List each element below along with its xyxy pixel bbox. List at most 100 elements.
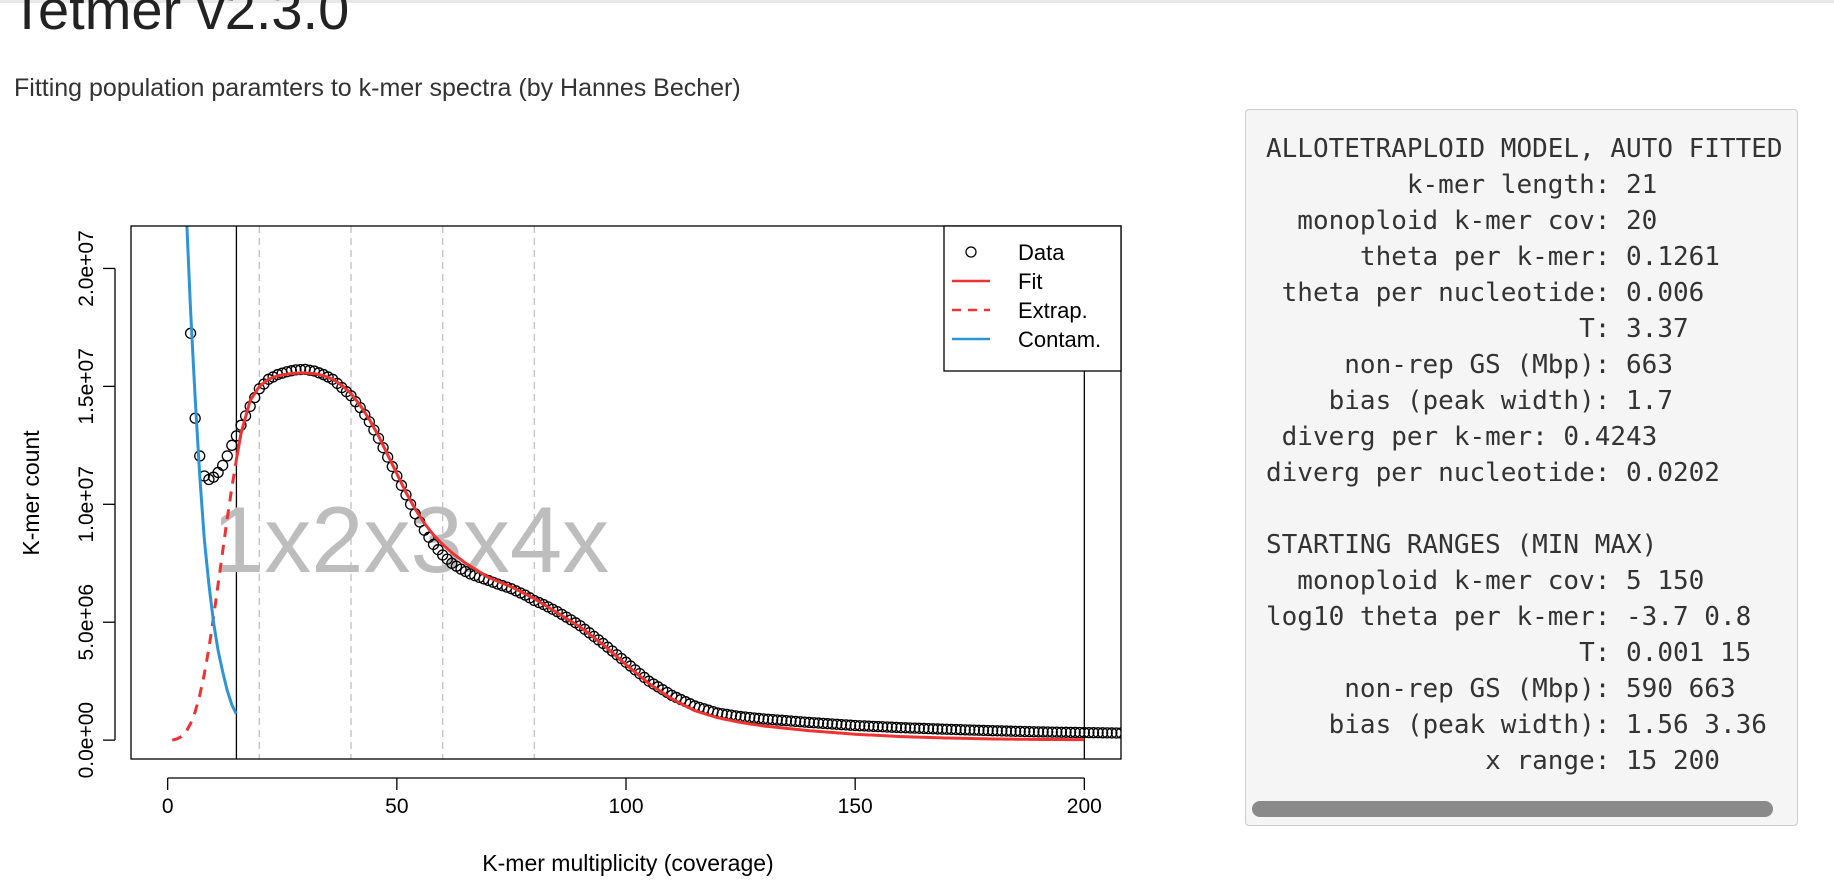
plot-svg: 1x2x3x4x 0 50 100 150 200 0.0e+00 5.0e+06 1.0e+… (18, 225, 1122, 876)
app-title: Tetmer v2.3.0 (10, 0, 350, 41)
data-point (922, 722, 935, 735)
data-point (226, 439, 238, 451)
data-point (822, 718, 834, 730)
data-point (221, 450, 233, 462)
data-point (1009, 725, 1022, 737)
data-point (968, 724, 980, 736)
data-point (812, 717, 825, 729)
data-point (826, 718, 838, 730)
data-point (1000, 725, 1013, 737)
data-point (1083, 726, 1095, 739)
data-point (753, 712, 765, 725)
data-point (294, 363, 307, 376)
ploidy-overlay-label: 1x2x3x4x (212, 487, 609, 592)
data-point (1087, 727, 1100, 739)
scrollbar-thumb[interactable] (1252, 801, 1773, 817)
y-axis-label: K-mer count (18, 430, 44, 556)
data-point (854, 720, 866, 732)
data-point (941, 723, 953, 735)
app-subtitle: Fitting population paramters to k-mer sp… (14, 74, 741, 102)
data-point (1055, 726, 1068, 738)
x-tick-label: 50 (385, 795, 408, 818)
data-point (789, 715, 802, 728)
y-tick-label: 2.0e+07 (75, 230, 98, 307)
legend-box (943, 225, 1122, 372)
data-point (1064, 726, 1077, 739)
data-point (776, 714, 788, 726)
legend: Data Fit Extrap. Contam. (943, 225, 1122, 372)
plot-series (171, 226, 1121, 742)
data-point (996, 725, 1008, 737)
data-point (858, 720, 870, 732)
data-point (895, 721, 907, 734)
data-point (1019, 725, 1031, 738)
data-point (977, 724, 990, 737)
data-point (762, 713, 774, 725)
data-point (803, 716, 815, 729)
data-point (886, 721, 898, 733)
data-point (973, 724, 985, 736)
data-point (1106, 727, 1118, 739)
model-output-panel[interactable]: ALLOTETRAPLOID MODEL, AUTO FITTED k-mer … (1245, 109, 1798, 826)
y-tick-label: 1.0e+07 (75, 466, 98, 542)
plot-frame (130, 225, 1122, 760)
data-point (817, 717, 829, 730)
data-point (290, 364, 302, 376)
data-point (872, 720, 884, 733)
data-point (890, 721, 903, 734)
data-point (899, 722, 912, 734)
data-point (767, 713, 779, 726)
data-point (936, 723, 948, 735)
data-point (771, 714, 783, 726)
data-point (1037, 726, 1049, 738)
data-point (780, 715, 793, 727)
data-point (863, 720, 875, 732)
x-tick-label: 100 (608, 795, 643, 818)
data-point (1115, 727, 1121, 739)
x-axis-label: K-mer multiplicity (coverage) (482, 850, 773, 876)
data-point (877, 721, 889, 733)
data-point (964, 724, 976, 736)
data-point (831, 718, 843, 730)
data-point (285, 365, 298, 377)
data-point (1028, 726, 1040, 738)
data-point (945, 723, 958, 736)
contamination-line (185, 226, 238, 715)
data-point (1110, 727, 1121, 739)
data-point (881, 721, 893, 733)
plot-axes: 0 50 100 150 200 0.0e+00 5.0e+06 1.0e+07 1.5e+07… (75, 230, 1102, 818)
data-point (1069, 726, 1081, 739)
data-point (785, 715, 797, 727)
data-point (1092, 727, 1104, 739)
data-points (184, 327, 1121, 739)
data-point (757, 713, 770, 725)
fit-line (234, 371, 1085, 742)
y-tick-label: 1.5e+07 (75, 348, 98, 425)
data-point (867, 720, 880, 733)
data-point (991, 725, 1003, 737)
data-point (849, 719, 861, 732)
horizontal-scrollbar[interactable] (1252, 799, 1791, 819)
data-point (1097, 727, 1109, 739)
data-point (1042, 726, 1054, 738)
data-point (1051, 726, 1063, 738)
y-tick-label: 0.0e+00 (75, 702, 98, 779)
data-point (794, 716, 806, 728)
model-output-text: ALLOTETRAPLOID MODEL, AUTO FITTED k-mer … (1266, 134, 1783, 776)
data-point (1023, 725, 1035, 738)
top-border (0, 0, 1834, 3)
data-point (1014, 725, 1026, 738)
legend-label: Extrap. (1018, 298, 1088, 323)
data-point (748, 712, 760, 724)
data-point (950, 723, 962, 736)
data-point (217, 459, 229, 472)
kmer-spectrum-plot: 1x2x3x4x 0 50 100 150 200 0.0e+00 5.0e+06 1.0e+… (0, 200, 1140, 880)
data-point (1046, 726, 1058, 738)
data-point (840, 719, 852, 731)
data-point (932, 723, 944, 735)
data-point (909, 722, 921, 734)
legend-symbol-data (965, 246, 977, 258)
x-tick-label: 200 (1067, 795, 1102, 818)
data-point (959, 724, 971, 736)
data-point (927, 723, 939, 735)
